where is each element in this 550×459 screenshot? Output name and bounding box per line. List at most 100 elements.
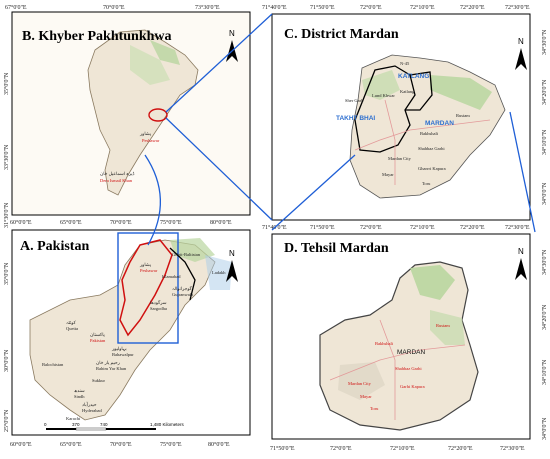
scale-0: 0	[44, 422, 47, 427]
tehsil-right-tick-3: 34°0'0"N	[541, 417, 548, 440]
district-shahbaz: Shahbaz Garhi	[418, 146, 445, 151]
tehsil-right-tick-2: 34°10'0"N	[541, 359, 548, 385]
district-mardan: MARDAN	[425, 120, 454, 127]
district-lund: Lund Khwar	[372, 93, 395, 98]
district-bottom-tick-1: 71°50'0"E	[310, 224, 335, 231]
tehsil-forest-north	[410, 265, 455, 300]
pak-left-tick-1: 30°0'0"N	[3, 349, 10, 372]
district-boundary-katlang	[405, 71, 433, 111]
tehsil-garhi: Garhi Kapura	[400, 384, 425, 389]
kp-peshawar-urdu: پشاور	[139, 131, 152, 137]
kp-bottom-tick-2: 70°0'0"E	[110, 219, 132, 226]
district-shergarh: Sher Garh	[345, 98, 364, 103]
district-right-tick-2: 34°10'0"N	[541, 129, 548, 155]
district-road-2	[384, 99, 396, 185]
district-katlang-small: Katlang	[400, 89, 415, 94]
pak-pakistan: Pakistan	[90, 338, 106, 343]
tehsil-title: D. Tehsil Mardan	[284, 241, 389, 256]
connector-lines	[144, 13, 536, 246]
district-rustam: Rustam	[456, 113, 470, 118]
district-forest-ne	[430, 75, 492, 110]
district-top-tick-0: 71°40'0"E	[262, 4, 287, 11]
kp-green-area	[130, 45, 170, 85]
panel-kp: پشاور Peshawar ڈیرہ اسماعیل خان Dera Ism…	[3, 4, 251, 228]
pak-left-tick-0: 35°0'0"N	[3, 262, 10, 285]
pak-bottom-tick-2: 70°0'0"E	[110, 441, 132, 448]
district-right-tick-0: 34°30'0"N	[541, 29, 548, 55]
pak-balochistan: Balochistan	[42, 362, 64, 367]
connector-kp-to-pakistan	[144, 154, 162, 246]
pak-sargodha: Sargodha	[150, 306, 167, 311]
pak-bottom-tick-4: 80°0'0"E	[208, 441, 230, 448]
pak-peshawar-urdu: پشاور	[139, 262, 152, 268]
pakistan-title: A. Pakistan	[20, 239, 89, 254]
district-mayar: Mayar	[382, 172, 394, 177]
kp-title: B. Khyber Pakhtunkhwa	[22, 29, 172, 44]
tehsil-urban-area	[338, 362, 385, 400]
district-mardan-city: Mardan City	[388, 156, 412, 161]
tehsil-bottom-tick-0: 71°50'0"E	[270, 445, 295, 452]
pak-bottom-tick-0: 60°0'0"E	[10, 441, 32, 448]
tehsil-mardan-city: Mardan City	[348, 381, 372, 386]
district-bottom-tick-2: 72°0'0"E	[360, 224, 382, 231]
pak-ladakh: Ladakh	[212, 270, 226, 275]
pak-gilgit: Gilgit-Baltistan	[172, 252, 201, 257]
pakistan-scale-bar: 0 370 740 1,480 Kilometers	[44, 422, 185, 431]
pak-rahim: Rahim Yar Khan	[96, 366, 127, 371]
pak-peshawar: Peshawar	[140, 268, 158, 273]
district-top-tick-2: 72°0'0"E	[360, 4, 382, 11]
district-north-arrow: N	[515, 37, 527, 70]
pak-bahawalpur: Bahawalpur	[112, 352, 134, 357]
tehsil-right-tick-0: 34°30'0"N	[541, 249, 548, 275]
pakistan-north-label: N	[229, 249, 235, 258]
kp-mardan-highlight	[148, 108, 168, 122]
pak-sargodha-urdu: سرگودھا	[150, 299, 167, 306]
tehsil-road-2	[379, 319, 396, 420]
pakistan-north-arrow: N	[226, 249, 238, 282]
district-boundary-west	[354, 65, 416, 153]
kp-peshawar: Peshawar	[142, 138, 160, 143]
tehsil-mardan: MARDAN	[397, 349, 425, 356]
tehsil-north-label: N	[518, 247, 524, 256]
connector-district-to-tehsil-left	[271, 154, 356, 231]
tehsil-mayar: Mayar	[360, 394, 372, 399]
kp-north-label: N	[229, 29, 235, 38]
kp-forest-area	[150, 40, 180, 65]
district-road-1	[354, 119, 491, 151]
district-toru: Toru	[422, 181, 431, 186]
pak-gujranwala-urdu: گوجرانوالہ	[172, 285, 193, 292]
kp-top-tick-0: 67°0'0"E	[5, 4, 27, 11]
district-katlang: KATLANG	[398, 73, 429, 80]
tehsil-right-tick-1: 34°20'0"N	[541, 304, 548, 330]
kp-left-tick-0: 35°0'0"N	[3, 72, 10, 95]
tehsil-bottom-tick-4: 72°30'0"E	[500, 445, 525, 452]
pak-rahim-urdu: رحیم یار خان	[96, 360, 121, 366]
district-top-tick-3: 72°10'0"E	[410, 4, 435, 11]
kp-bottom-tick-4: 80°0'0"E	[210, 219, 232, 226]
pak-bahawalpur-urdu: بہاولپور	[111, 346, 127, 352]
kp-bottom-tick-3: 75°0'0"E	[160, 219, 182, 226]
district-bottom-tick-4: 72°20'0"E	[460, 224, 485, 231]
pak-bottom-tick-3: 75°0'0"E	[160, 441, 182, 448]
tehsil-rustam: Rustam	[436, 323, 450, 328]
pak-bottom-tick-1: 65°0'0"E	[60, 441, 82, 448]
kp-top-tick-1: 70°0'0"E	[103, 4, 125, 11]
tehsil-shahbaz: Shahbaz Garhi	[395, 366, 422, 371]
connector-kp-to-district-top	[165, 13, 273, 113]
pak-sindh: Sindh	[74, 394, 85, 399]
kp-province-shape	[87, 29, 199, 196]
district-bottom-tick-3: 72°10'0"E	[410, 224, 435, 231]
district-top-tick-4: 72°20'0"E	[460, 4, 485, 11]
pak-quetta-urdu: کوئٹہ	[66, 320, 77, 326]
tehsil-road-1	[329, 344, 466, 381]
panel-tehsil: MARDAN Rustam Bakhshali Shahbaz Garhi Ma…	[270, 233, 548, 452]
pak-hyderabad-urdu: حیدرآباد	[82, 401, 97, 408]
pak-sukkur: Sukkur	[92, 378, 106, 383]
pak-quetta: Quetta	[66, 326, 78, 331]
kp-bottom-tick-1: 65°0'0"E	[60, 219, 82, 226]
district-right-tick-3: 34°0'0"N	[541, 182, 548, 205]
connector-kp-to-district-bottom	[165, 117, 273, 221]
tehsil-bottom-tick-2: 72°10'0"E	[390, 445, 415, 452]
pak-hyderabad: Hyderabad	[82, 408, 102, 413]
scale-370: 370	[72, 422, 80, 427]
